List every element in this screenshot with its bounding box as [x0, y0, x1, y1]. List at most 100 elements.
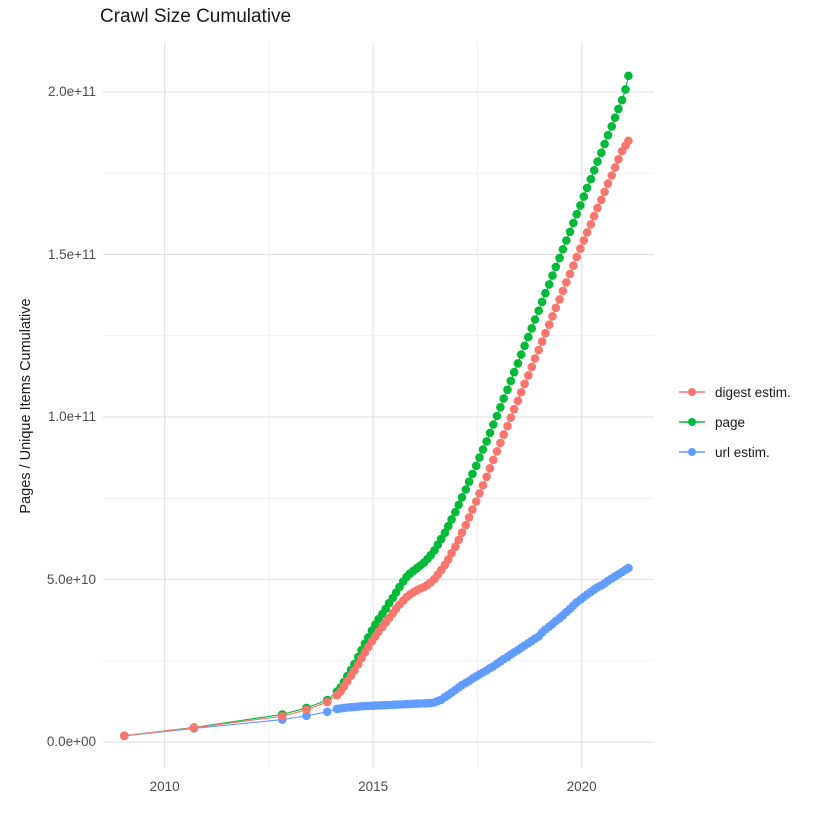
data-point	[600, 187, 609, 197]
legend-item: url estim.	[678, 437, 791, 467]
data-point	[576, 201, 585, 210]
data-point	[516, 350, 526, 359]
data-point	[541, 328, 550, 338]
data-point	[558, 286, 568, 296]
data-point	[489, 420, 498, 429]
data-point	[624, 136, 633, 146]
data-point	[471, 461, 481, 471]
data-point	[189, 723, 199, 732]
x-tick-label: 2015	[358, 779, 389, 794]
data-point	[496, 403, 505, 412]
gridlines	[103, 42, 654, 768]
data-point	[544, 320, 554, 330]
data-point	[562, 278, 571, 287]
data-point	[499, 430, 509, 439]
x-tick-label: 2010	[149, 779, 180, 794]
data-point	[551, 303, 561, 313]
data-point	[555, 253, 564, 263]
data-point	[492, 447, 502, 456]
data-point	[513, 359, 523, 368]
data-point	[548, 271, 557, 280]
data-point	[461, 485, 471, 494]
data-point	[534, 345, 543, 355]
data-point	[302, 711, 311, 720]
data-point	[489, 455, 498, 465]
data-point	[603, 130, 613, 140]
data-point	[624, 71, 633, 81]
y-tick-label: 1.5e+11	[47, 246, 96, 262]
data-point	[499, 394, 509, 403]
data-point	[530, 354, 540, 363]
data-point	[478, 481, 488, 490]
data-point	[475, 453, 484, 462]
legend-key-point	[688, 388, 696, 396]
data-point	[537, 297, 547, 307]
data-point	[482, 472, 491, 482]
y-tick-label: 0.0e+00	[46, 734, 96, 749]
data-point	[520, 379, 529, 389]
data-point	[323, 707, 332, 717]
legend-key-icon	[679, 448, 705, 456]
data-point	[454, 500, 464, 510]
data-point	[607, 171, 616, 180]
data-point	[569, 218, 578, 228]
data-point	[527, 324, 536, 333]
data-point	[468, 469, 477, 479]
data-point	[478, 445, 488, 454]
data-point	[464, 513, 474, 522]
legend-key-point	[688, 418, 696, 426]
data-point	[555, 295, 564, 304]
data-point	[603, 179, 613, 188]
legend-label: digest estim.	[715, 384, 791, 400]
data-point	[586, 174, 596, 184]
data-point	[503, 385, 512, 395]
data-point	[447, 548, 456, 558]
y-tick-label: 1.0e+11	[47, 409, 96, 424]
data-point	[614, 155, 623, 164]
data-point	[582, 228, 592, 237]
data-point	[537, 337, 547, 346]
data-point	[323, 697, 332, 707]
data-point	[600, 139, 609, 149]
data-point	[492, 411, 502, 421]
data-point	[544, 280, 554, 289]
x-tick-label: 2020	[566, 779, 597, 794]
data-point	[610, 163, 620, 172]
legend-key-icon	[679, 388, 705, 396]
data-point	[440, 528, 450, 537]
data-point	[454, 535, 464, 545]
data-point	[471, 497, 481, 506]
data-point	[582, 183, 592, 193]
data-point	[451, 542, 460, 551]
data-point	[624, 563, 633, 573]
series-line	[124, 567, 629, 737]
data-point	[558, 245, 568, 254]
data-point	[610, 113, 620, 122]
data-point	[576, 244, 585, 253]
legend-label: page	[715, 414, 746, 430]
data-point	[524, 371, 533, 380]
data-point	[617, 95, 627, 105]
legend-label: url estim.	[715, 444, 770, 460]
data-point	[593, 203, 602, 213]
data-point	[565, 269, 575, 279]
data-point	[524, 332, 533, 342]
data-point	[589, 211, 599, 221]
data-point	[597, 195, 606, 205]
data-point	[527, 362, 536, 372]
data-point	[593, 157, 602, 166]
data-point	[509, 404, 519, 414]
y-axis-title: Pages / Unique Items Cumulative	[18, 298, 34, 514]
data-point	[572, 252, 581, 262]
data-point	[509, 367, 519, 377]
data-point	[579, 236, 589, 245]
data-point	[607, 122, 616, 131]
data-point	[278, 712, 287, 721]
series-digest-estim	[120, 136, 633, 741]
data-point	[586, 220, 596, 229]
data-point	[485, 464, 495, 473]
data-point	[482, 437, 491, 446]
plot-title: Crawl Size Cumulative	[100, 6, 292, 27]
data-point	[506, 376, 516, 386]
